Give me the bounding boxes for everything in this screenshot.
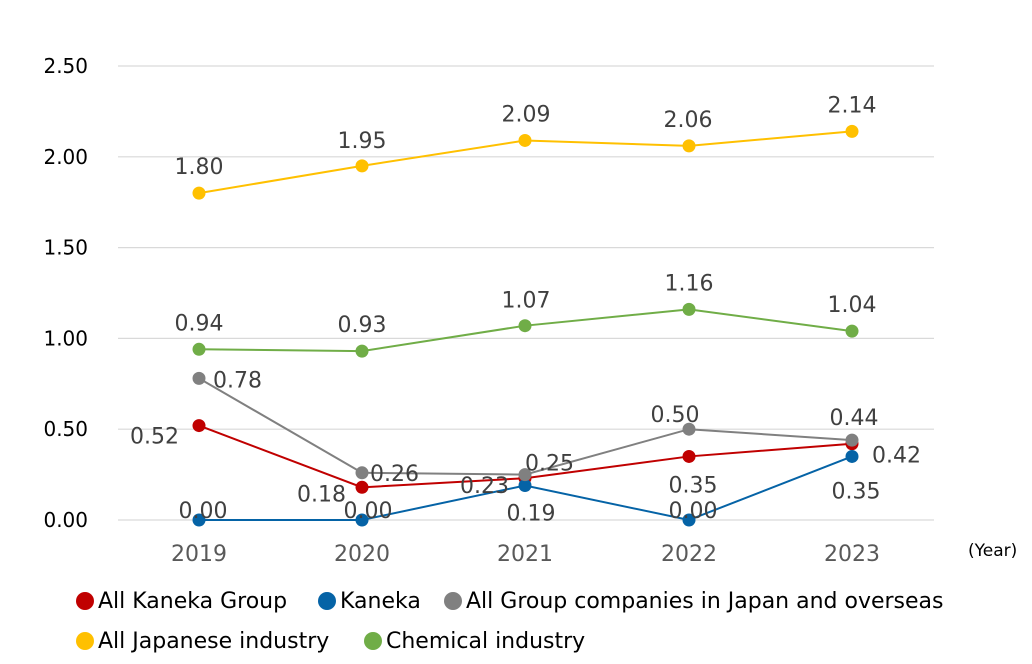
y-tick-label: 1.50 (43, 236, 88, 260)
data-point (682, 513, 696, 527)
line-chart: 0.00 0.50 1.00 1.50 2.00 2.50 2019 2020 2021 202… (43, 54, 1017, 567)
legend-marker (76, 632, 94, 650)
data-label: 0.25 (525, 452, 574, 477)
data-label: 0.18 (297, 482, 346, 507)
data-point (192, 186, 206, 200)
data-label: 0.94 (175, 311, 224, 336)
legend-marker (318, 592, 336, 610)
data-labels: 0.520.18 0.23 0.350.420.00 0.00 0.19 0.000.35… (130, 93, 921, 526)
x-tick-label: 2022 (661, 542, 717, 567)
x-tick-label: 2021 (497, 542, 553, 567)
legend-marker (76, 592, 94, 610)
data-point (355, 480, 369, 494)
y-tick-label: 2.50 (43, 54, 88, 78)
data-label: 0.35 (669, 473, 718, 498)
x-axis-ticks: 2019 2020 2021 2022 2023 (171, 542, 880, 567)
legend-marker (444, 592, 462, 610)
data-point (682, 422, 696, 436)
data-label: 1.80 (175, 155, 224, 180)
data-label: 0.42 (872, 444, 921, 469)
data-label: 0.35 (832, 479, 881, 504)
data-label: 1.16 (665, 271, 714, 296)
data-point (682, 449, 696, 463)
data-point (682, 139, 696, 153)
data-point (355, 344, 369, 358)
legend-label: All Kaneka Group (98, 588, 288, 614)
data-point (192, 419, 206, 433)
data-label: 0.00 (179, 499, 228, 524)
data-point (355, 513, 369, 527)
data-point (355, 466, 369, 480)
data-label: 0.50 (651, 403, 700, 428)
legend-item-all-group-companies: All Group companies in Japan and oversea… (444, 586, 944, 616)
y-tick-label: 1.00 (43, 326, 88, 350)
x-tick-label: 2023 (824, 542, 880, 567)
legend-label: All Group companies in Japan and oversea… (466, 588, 944, 614)
legend-label: All Japanese industry (98, 628, 330, 654)
data-label: 0.26 (370, 462, 419, 487)
data-point (682, 302, 696, 316)
data-label: 2.14 (828, 93, 877, 118)
data-point (192, 513, 206, 527)
data-label: 1.07 (502, 289, 551, 314)
data-point (518, 468, 532, 482)
y-axis-ticks: 0.00 0.50 1.00 1.50 2.00 2.50 (43, 54, 88, 532)
y-tick-label: 0.50 (43, 417, 88, 441)
legend-label: Chemical industry (386, 628, 586, 654)
data-point (518, 133, 532, 147)
data-point (355, 159, 369, 173)
data-label: 1.95 (338, 129, 387, 154)
data-point (845, 324, 859, 338)
x-axis-unit: (Year) (968, 541, 1017, 561)
x-tick-label: 2020 (334, 542, 390, 567)
data-point (192, 342, 206, 356)
data-label: 0.52 (130, 425, 179, 450)
data-point (192, 371, 206, 385)
data-point (845, 449, 859, 463)
grid-lines (118, 65, 934, 521)
series-points (192, 124, 859, 527)
data-label: 0.19 (507, 501, 556, 526)
legend-item-chemical-industry: Chemical industry (364, 626, 585, 656)
data-label: 0.00 (344, 499, 393, 524)
y-tick-label: 0.00 (43, 508, 88, 532)
legend-label: Kaneka (340, 588, 421, 614)
data-label: 0.23 (460, 474, 509, 499)
legend-item-all-kaneka-group: All Kaneka Group (76, 586, 287, 616)
legend-row-2: All Japanese industry Chemical industry (0, 626, 1032, 656)
data-point (845, 124, 859, 138)
data-point (518, 319, 532, 333)
data-point (518, 478, 532, 492)
y-tick-label: 2.00 (43, 145, 88, 169)
data-label: 1.04 (828, 293, 877, 318)
legend-row-1: All Kaneka Group Kaneka All Group compan… (0, 586, 1032, 616)
data-label: 0.93 (338, 313, 387, 338)
x-tick-label: 2019 (171, 542, 227, 567)
data-label: 2.09 (502, 102, 551, 127)
data-label: 0.00 (669, 499, 718, 524)
data-label: 2.06 (664, 108, 713, 133)
legend-item-all-japanese-industry: All Japanese industry (76, 626, 329, 656)
legend-item-kaneka: Kaneka (318, 586, 421, 616)
data-point (845, 433, 859, 447)
data-label: 0.44 (830, 406, 879, 431)
data-label: 0.78 (213, 368, 262, 393)
legend-marker (364, 632, 382, 650)
